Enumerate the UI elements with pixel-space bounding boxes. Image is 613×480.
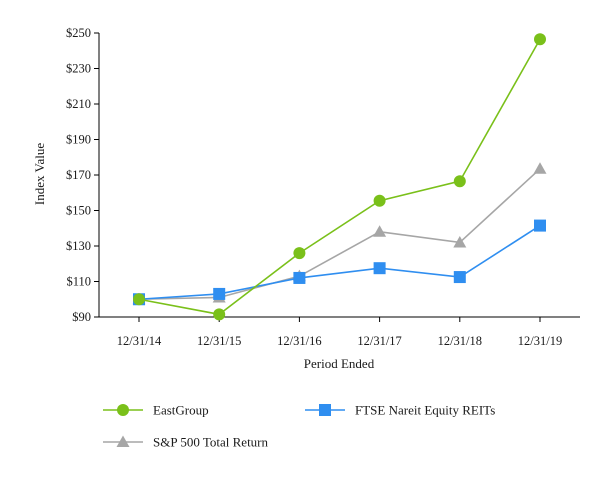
data-point	[533, 162, 547, 174]
y-tick-label: $230	[66, 62, 91, 76]
legend-item: FTSE Nareit Equity REITs	[305, 403, 495, 418]
legend-label: S&P 500 Total Return	[153, 435, 269, 450]
legend-marker	[116, 435, 130, 447]
series-line	[138, 38, 541, 316]
legend-item: S&P 500 Total Return	[103, 435, 269, 450]
x-axis-title: Period Ended	[304, 356, 375, 371]
y-tick-label: $170	[66, 168, 91, 182]
x-tick-label: 12/31/17	[357, 334, 401, 348]
plot-series	[132, 33, 547, 321]
data-point	[453, 235, 467, 248]
x-tick-label: 12/31/16	[277, 334, 321, 348]
y-axis-title: Index Value	[32, 143, 47, 205]
legend: EastGroup FTSE Nareit Equity REITs S&P 500…	[103, 403, 495, 450]
x-tick-label: 12/31/18	[438, 334, 482, 348]
legend-marker	[319, 404, 331, 416]
data-point	[293, 247, 306, 260]
series-line	[138, 168, 541, 301]
chart-axes	[94, 32, 580, 322]
y-tick-label: $190	[66, 133, 91, 147]
data-point	[213, 287, 226, 300]
x-tick-label: 12/31/19	[518, 334, 562, 348]
series-line	[138, 224, 541, 301]
data-point	[133, 293, 145, 306]
data-point	[453, 271, 466, 284]
legend-item: EastGroup	[103, 403, 209, 418]
data-point	[453, 175, 466, 188]
y-tick-label: $250	[66, 26, 91, 40]
legend-marker	[117, 404, 129, 416]
data-point	[293, 271, 306, 284]
series-square	[133, 219, 546, 306]
x-tick-label: 12/31/14	[117, 334, 162, 348]
y-tick-labels: $90 $110 $130 $150 $170 $190 $210 $230 $250	[66, 26, 91, 324]
series-triangle	[132, 162, 547, 305]
y-tick-label: $130	[66, 239, 91, 253]
data-point	[534, 33, 546, 46]
data-point	[213, 308, 226, 321]
x-tick-label: 12/31/15	[197, 334, 241, 348]
y-tick-label: $210	[66, 97, 91, 111]
legend-label: EastGroup	[153, 403, 209, 418]
legend-label: FTSE Nareit Equity REITs	[355, 403, 495, 418]
y-tick-label: $110	[66, 275, 91, 289]
series-circle	[133, 33, 546, 321]
data-point	[373, 225, 387, 237]
data-point	[373, 262, 386, 275]
data-point	[373, 194, 386, 207]
y-tick-label: $90	[72, 310, 91, 324]
x-tick-labels: 12/31/14 12/31/15 12/31/16 12/31/17 12/31/18…	[117, 334, 562, 348]
y-tick-label: $150	[66, 204, 91, 218]
data-point	[534, 219, 546, 232]
